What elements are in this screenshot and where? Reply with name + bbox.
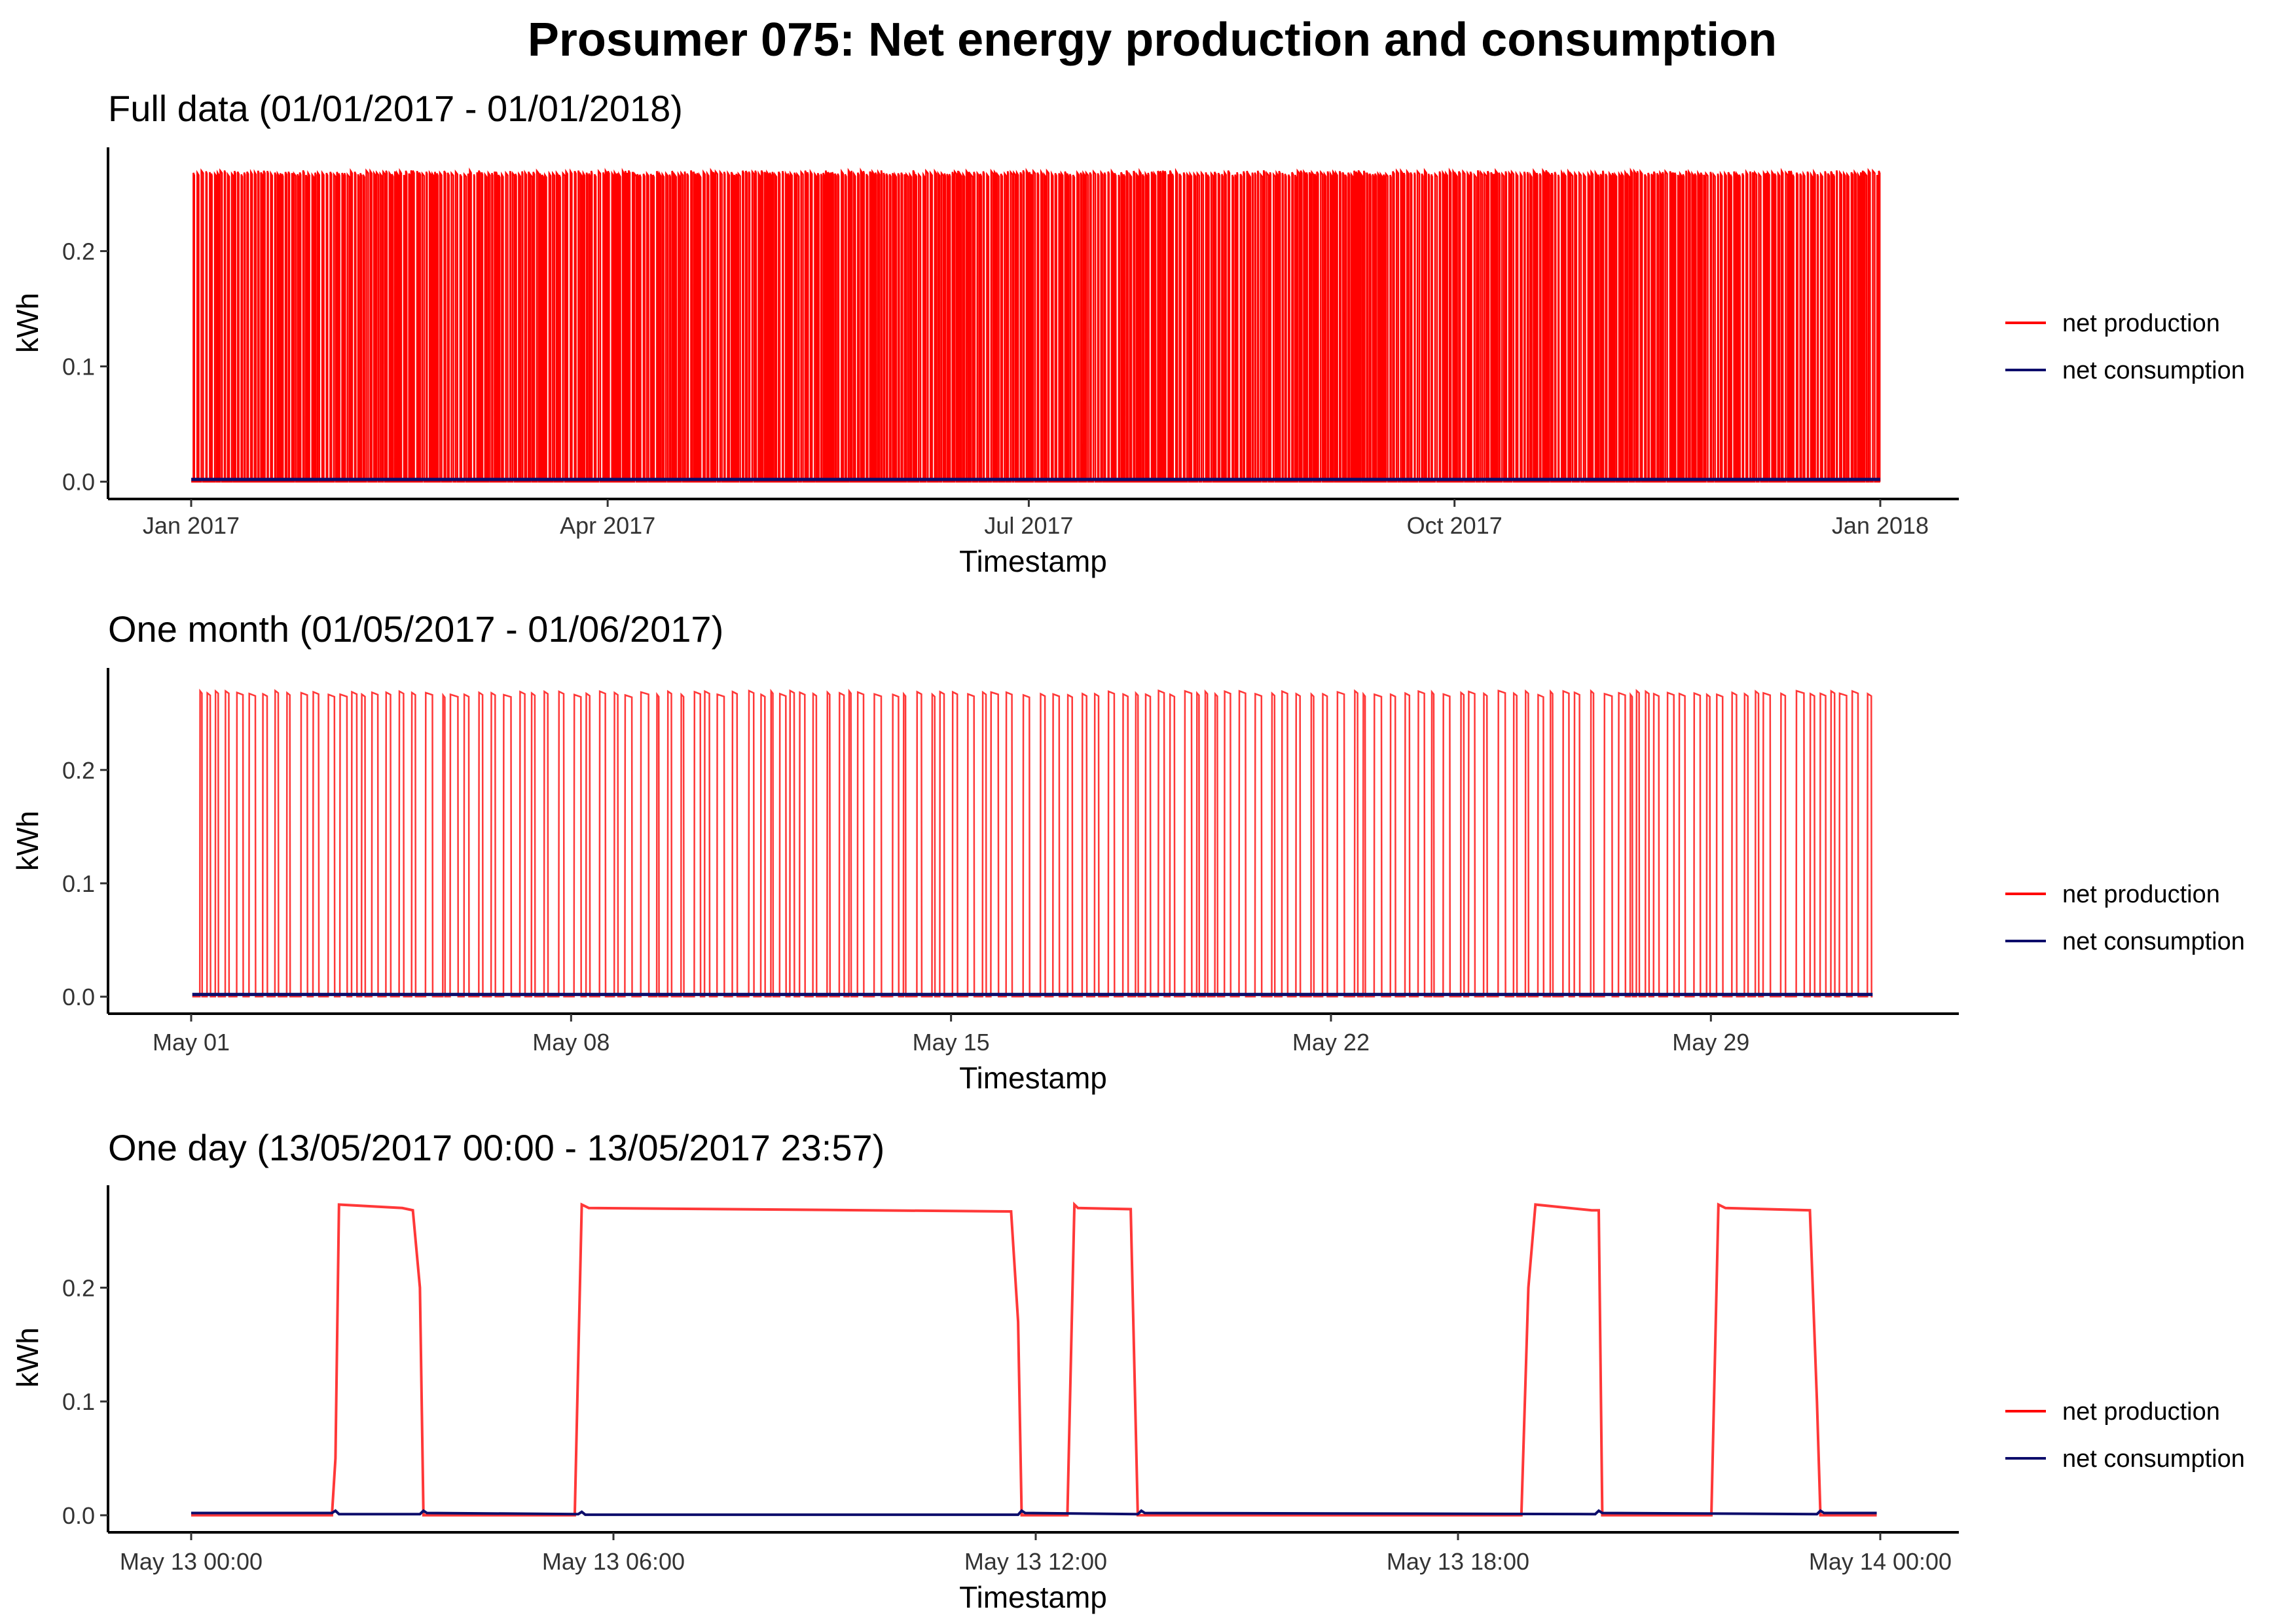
x-tick-label: May 13 06:00 <box>542 1548 685 1575</box>
chart-panel-3: One day (13/05/2017 00:00 - 13/05/2017 2… <box>10 1127 2245 1614</box>
x-tick-label: May 29 <box>1672 1029 1749 1056</box>
legend-label-net-consumption: net consumption <box>2062 928 2245 955</box>
legend-label-net-production: net production <box>2062 310 2220 337</box>
series-line-net-production <box>191 1201 1877 1517</box>
series-line-net-production <box>192 688 1873 998</box>
x-axis-label: Timestamp <box>959 1580 1107 1614</box>
figure-title: Prosumer 075: Net energy production and … <box>528 14 1777 66</box>
legend-label-net-consumption: net consumption <box>2062 357 2245 384</box>
x-tick-label: May 08 <box>532 1029 610 1056</box>
x-tick-label: Jan 2018 <box>1832 512 1929 539</box>
series-line-net-production <box>191 167 1881 483</box>
y-tick-label: 0.0 <box>62 469 95 496</box>
y-tick-label: 0.1 <box>62 1388 95 1415</box>
x-tick-label: May 22 <box>1292 1029 1370 1056</box>
x-tick-label: May 14 00:00 <box>1809 1548 1952 1575</box>
y-tick-label: 0.2 <box>62 757 95 784</box>
y-axis-label: kWh <box>10 811 45 871</box>
y-tick-label: 0.1 <box>62 870 95 897</box>
y-axis-label: kWh <box>10 1327 45 1388</box>
series-line-net-consumption <box>191 1509 1877 1517</box>
y-tick-label: 0.0 <box>62 984 95 1010</box>
x-axis-label: Timestamp <box>959 1061 1107 1095</box>
panel-title: One month (01/05/2017 - 01/06/2017) <box>108 608 723 650</box>
chart-panel-1: Full data (01/01/2017 - 01/01/2018) 0.0 0.… <box>10 88 2245 578</box>
x-axis-label: Timestamp <box>959 544 1107 578</box>
chart-panel-2: One month (01/05/2017 - 01/06/2017) 0.0 0.… <box>10 608 2245 1095</box>
y-tick-label: 0.1 <box>62 354 95 380</box>
legend-label-net-consumption: net consumption <box>2062 1445 2245 1473</box>
y-tick-label: 0.2 <box>62 238 95 265</box>
x-tick-label: Jul 2017 <box>984 512 1073 539</box>
y-tick-label: 0.0 <box>62 1502 95 1529</box>
chart-panels: Full data (01/01/2017 - 01/01/2018) 0.0 0.… <box>10 88 2245 1614</box>
y-tick-label: 0.2 <box>62 1274 95 1301</box>
panel-title: One day (13/05/2017 00:00 - 13/05/2017 2… <box>108 1127 884 1168</box>
legend-label-net-production: net production <box>2062 1398 2220 1426</box>
x-tick-label: May 13 00:00 <box>120 1548 263 1575</box>
x-tick-label: May 01 <box>153 1029 230 1056</box>
x-tick-label: May 13 18:00 <box>1387 1548 1529 1575</box>
x-tick-label: Jan 2017 <box>143 512 240 539</box>
x-tick-label: Apr 2017 <box>560 512 655 539</box>
panel-title: Full data (01/01/2017 - 01/01/2018) <box>108 88 683 129</box>
x-tick-label: May 13 12:00 <box>964 1548 1107 1575</box>
x-tick-label: Oct 2017 <box>1407 512 1503 539</box>
y-axis-label: kWh <box>10 293 45 353</box>
legend-label-net-production: net production <box>2062 881 2220 908</box>
x-tick-label: May 15 <box>913 1029 990 1056</box>
